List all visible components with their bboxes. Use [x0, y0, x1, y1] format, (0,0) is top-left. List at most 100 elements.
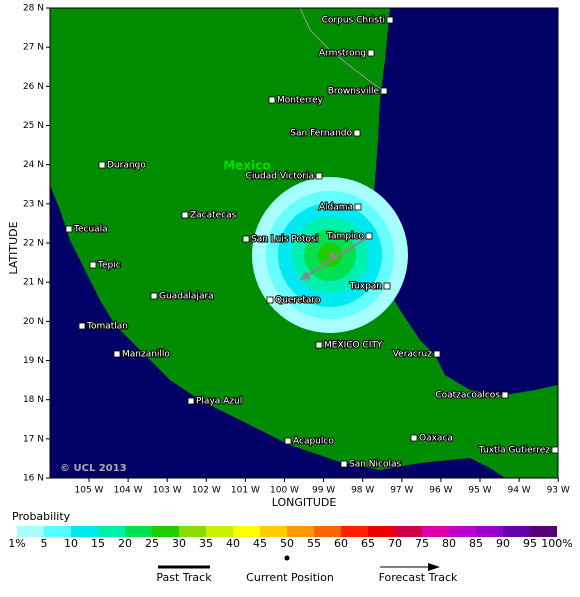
legend-label: 15 — [91, 537, 105, 550]
forecast-track — [303, 235, 371, 278]
city-label: MEXICO CITY — [324, 341, 383, 351]
legend-swatch — [314, 526, 341, 537]
city-marker — [340, 460, 348, 468]
city-marker — [383, 282, 391, 290]
city-label: San Luis Potosi — [251, 235, 318, 245]
track-legend-label: Current Position — [246, 571, 334, 584]
x-axis-label: LONGITUDE — [272, 496, 337, 509]
city-marker — [150, 292, 158, 300]
city-label: Acapulco — [293, 437, 334, 447]
track-arrow — [300, 271, 311, 280]
city-marker — [65, 225, 73, 233]
city-label: Aldama — [319, 203, 353, 213]
city-marker — [551, 446, 559, 454]
lon-tick-label: 102 W — [192, 486, 221, 496]
legend-label: 20 — [118, 537, 132, 550]
forecast-arrow — [428, 563, 440, 571]
city-marker — [187, 397, 195, 405]
legend-swatch — [341, 526, 368, 537]
map — [50, 8, 558, 478]
city-marker — [365, 232, 373, 240]
lat-tick-label: 27 N — [23, 43, 44, 53]
lon-tick-label: 101 W — [231, 486, 260, 496]
legend-swatch — [71, 526, 98, 537]
legend-label: 100% — [541, 537, 572, 550]
legend-label: 85 — [469, 537, 483, 550]
legend-swatch — [179, 526, 206, 537]
city-label: Zacatecas — [190, 211, 237, 221]
legend-swatch — [17, 526, 44, 537]
city-label: Manzanillo — [122, 350, 170, 360]
lon-tick-label: 94 W — [507, 486, 530, 496]
legend-label: 70 — [388, 537, 402, 550]
city-marker — [386, 16, 394, 24]
city-marker — [78, 322, 86, 330]
lat-tick-label: 16 N — [23, 474, 44, 484]
lat-tick-label: 25 N — [23, 121, 44, 131]
legend-label: 10 — [64, 537, 78, 550]
city-label: Tecuala — [73, 225, 108, 235]
legend-label: 90 — [496, 537, 510, 550]
city-marker — [410, 434, 418, 442]
legend-swatch — [206, 526, 233, 537]
city-marker — [181, 211, 189, 219]
legend-swatch — [260, 526, 287, 537]
city-marker — [353, 129, 361, 137]
legend-swatch — [44, 526, 71, 537]
legend-label: 35 — [199, 537, 213, 550]
lon-tick-label: 99 W — [312, 486, 335, 496]
track-legend-label: Past Track — [156, 571, 212, 584]
city-marker — [501, 391, 509, 399]
city-label: San Fernando — [290, 129, 352, 139]
legend-swatch — [287, 526, 314, 537]
legend-title: Probability — [12, 510, 71, 523]
lat-tick-label: 21 N — [23, 278, 44, 288]
legend-label: 55 — [307, 537, 321, 550]
city-marker — [113, 350, 121, 358]
city-label: Tepic — [97, 261, 121, 271]
city-label: Tuxtla Gutierrez — [478, 446, 550, 456]
legend-swatch — [233, 526, 260, 537]
legend-label: 25 — [145, 537, 159, 550]
legend-label: 5 — [41, 537, 48, 550]
lon-tick-label: 95 W — [468, 486, 491, 496]
lat-tick-label: 18 N — [23, 395, 44, 405]
lat-tick-label: 28 N — [23, 4, 44, 14]
city-marker — [89, 261, 97, 269]
legend-label: 95 — [523, 537, 537, 550]
legend-swatch — [152, 526, 179, 537]
y-axis-label: LATITUDE — [7, 221, 20, 274]
lon-tick-label: 98 W — [351, 486, 374, 496]
city-label: Tuxpan — [349, 282, 382, 292]
lon-tick-label: 103 W — [153, 486, 182, 496]
legend-label: 80 — [442, 537, 456, 550]
lon-tick-label: 96 W — [429, 486, 452, 496]
legend-swatch — [395, 526, 422, 537]
lon-tick-label: 105 W — [75, 486, 104, 496]
city-label: Brownsville — [328, 87, 380, 97]
city-marker — [266, 296, 274, 304]
legend-label: 1% — [8, 537, 25, 550]
legend-label: 45 — [253, 537, 267, 550]
legend-label: 60 — [334, 537, 348, 550]
border — [299, 8, 386, 93]
city-label: Ciudad Victoria — [246, 172, 314, 182]
legend-label: 40 — [226, 537, 240, 550]
city-marker — [315, 172, 323, 180]
city-label: Guadalajara — [159, 292, 214, 302]
lat-tick-label: 17 N — [23, 434, 44, 444]
city-marker — [315, 341, 323, 349]
city-label: Queretaro — [275, 296, 321, 306]
current-position — [329, 252, 335, 258]
legend-swatch — [476, 526, 503, 537]
legend-swatch — [449, 526, 476, 537]
city-marker — [242, 235, 250, 243]
city-label: Tampico — [326, 232, 364, 242]
city-label: San Nicolas — [349, 460, 401, 470]
city-label: Tomatlan — [86, 322, 128, 332]
city-marker — [268, 96, 276, 104]
city-label: Playa Azul — [196, 397, 242, 407]
city-marker — [354, 203, 362, 211]
city-marker — [367, 49, 375, 57]
